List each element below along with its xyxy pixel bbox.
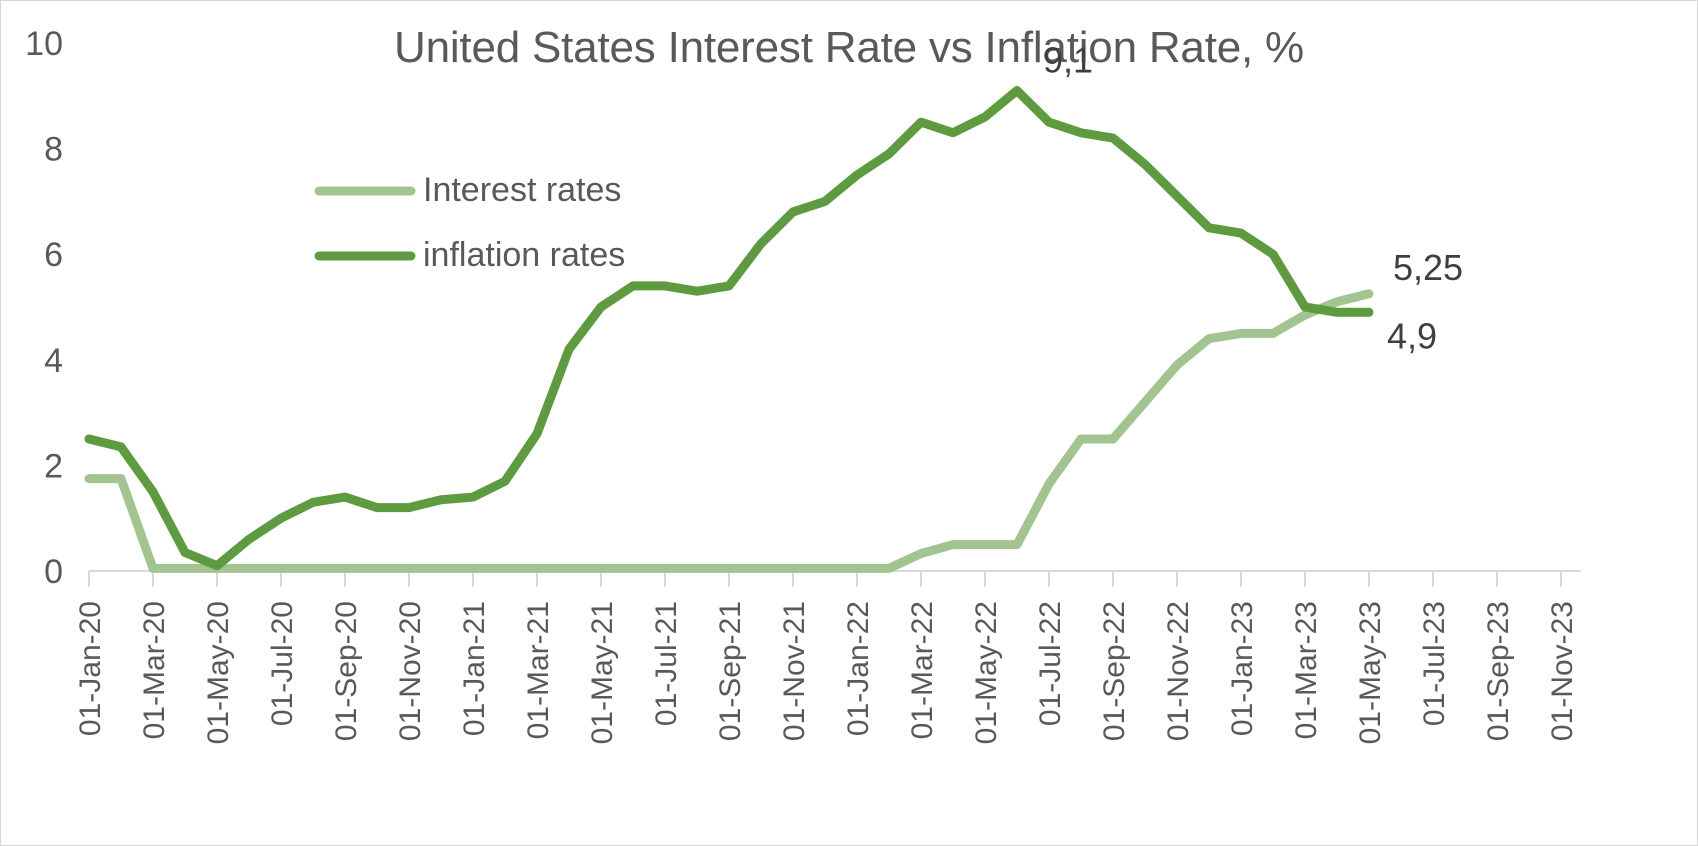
x-tick-label: 01-Sep-20 bbox=[330, 601, 363, 741]
x-tick-label: 01-Jul-21 bbox=[650, 601, 683, 726]
data-label: 5,25 bbox=[1393, 247, 1463, 288]
chart-legend: Interest rates inflation rates bbox=[314, 171, 625, 274]
data-series-group bbox=[84, 86, 1374, 573]
x-tick-label: 01-Sep-21 bbox=[714, 601, 747, 741]
x-tick-label: 01-Sep-22 bbox=[1098, 601, 1131, 741]
x-tick-label: 01-Mar-23 bbox=[1290, 601, 1323, 739]
y-tick-label: 0 bbox=[44, 553, 63, 591]
x-tick-label: 01-May-20 bbox=[202, 601, 235, 744]
x-tick-label: 01-Jul-20 bbox=[266, 601, 299, 726]
chart-title: United States Interest Rate vs Inflation… bbox=[394, 23, 1304, 72]
x-tick-label: 01-Nov-21 bbox=[778, 601, 811, 741]
x-axis-tick-labels: 01-Jan-20 01-Mar-20 01-May-20 01-Jul-20 01-S… bbox=[74, 601, 1579, 744]
x-tick-label: 01-Jan-20 bbox=[74, 601, 107, 736]
x-tick-label: 01-Jan-21 bbox=[458, 601, 491, 736]
legend-label: inflation rates bbox=[423, 236, 625, 274]
x-tick-label: 01-Jul-22 bbox=[1034, 601, 1067, 726]
y-tick-label: 6 bbox=[44, 236, 63, 274]
data-labels-group: 9,1 5,25 4,9 bbox=[1043, 40, 1463, 357]
y-tick-label: 8 bbox=[44, 131, 63, 169]
x-tick-label: 01-Sep-23 bbox=[1482, 601, 1515, 741]
x-tick-label: 01-Nov-23 bbox=[1546, 601, 1579, 741]
y-tick-label: 10 bbox=[25, 25, 63, 63]
y-axis-tick-labels: 0 2 4 6 8 10 bbox=[25, 25, 63, 591]
y-tick-label: 4 bbox=[44, 342, 63, 380]
series-line-interest-rates bbox=[84, 289, 1374, 573]
legend-label: Interest rates bbox=[423, 171, 621, 209]
x-tick-label: 01-Mar-21 bbox=[522, 601, 555, 739]
x-tick-label: 01-May-22 bbox=[970, 601, 1003, 744]
x-tick-label: 01-May-21 bbox=[586, 601, 619, 744]
x-tick-label: 01-May-23 bbox=[1354, 601, 1387, 744]
x-tick-label: 01-Mar-20 bbox=[138, 601, 171, 739]
x-tick-label: 01-Jan-22 bbox=[842, 601, 875, 736]
series-line-inflation-rates bbox=[84, 86, 1374, 571]
y-tick-label: 2 bbox=[44, 447, 63, 485]
data-label: 4,9 bbox=[1387, 315, 1437, 356]
x-tick-label: 01-Nov-22 bbox=[1162, 601, 1195, 741]
data-label: 9,1 bbox=[1043, 40, 1093, 81]
x-tick-label: 01-Jan-23 bbox=[1226, 601, 1259, 736]
x-tick-label: 01-Jul-23 bbox=[1418, 601, 1451, 726]
x-tick-label: 01-Nov-20 bbox=[394, 601, 427, 741]
x-axis bbox=[88, 570, 1581, 587]
x-tick-label: 01-Mar-22 bbox=[906, 601, 939, 739]
